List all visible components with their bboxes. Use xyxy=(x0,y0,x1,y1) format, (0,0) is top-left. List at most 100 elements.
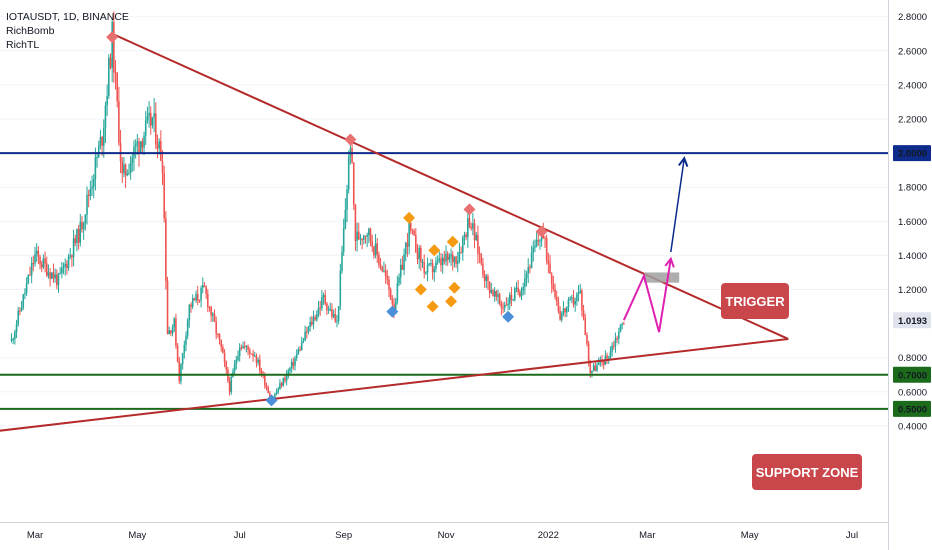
candle-body xyxy=(621,323,623,325)
candle-body xyxy=(545,238,548,261)
candle-body xyxy=(280,383,283,386)
candle-body xyxy=(247,345,249,350)
candle-body xyxy=(138,141,140,153)
candle-body xyxy=(619,324,622,333)
candle-body xyxy=(441,257,444,266)
candle-body xyxy=(228,380,231,392)
candle-body xyxy=(445,253,447,262)
candle-body xyxy=(483,274,486,281)
price-tick-label: 2.4000 xyxy=(898,80,927,91)
candle-body xyxy=(134,144,137,147)
candle-body xyxy=(77,229,80,243)
candle-body xyxy=(168,330,171,335)
candle-body xyxy=(398,277,400,283)
candle-body xyxy=(455,256,457,264)
candle-body xyxy=(456,260,459,264)
candle-body xyxy=(381,267,384,272)
candle-body xyxy=(498,294,501,305)
candle-body xyxy=(285,374,288,381)
candle-body xyxy=(62,266,65,268)
candle-body xyxy=(406,242,409,247)
candle-body xyxy=(52,272,55,279)
candle-body xyxy=(146,116,149,121)
candle-body xyxy=(317,307,320,314)
symbol-title: IOTAUSDT, 1D, BINANCE xyxy=(6,11,129,23)
candle-body xyxy=(451,254,454,263)
signal-marker xyxy=(386,305,399,318)
candle-body xyxy=(567,299,570,307)
candle-body xyxy=(171,327,174,334)
candle-body xyxy=(357,231,360,240)
candle-body xyxy=(264,374,266,386)
candle-body xyxy=(243,346,246,348)
signal-marker xyxy=(535,225,548,238)
candle-body xyxy=(446,253,449,260)
candle-body xyxy=(383,270,385,272)
signal-marker xyxy=(403,211,416,224)
candle-body xyxy=(465,234,467,238)
candle-body xyxy=(260,370,263,374)
candle-body xyxy=(86,194,88,215)
candle-body xyxy=(438,258,441,261)
candle-body xyxy=(584,318,587,335)
candle-body xyxy=(557,301,560,312)
candle-body xyxy=(606,355,608,359)
candle-body xyxy=(458,252,461,261)
candle-body xyxy=(396,282,399,302)
candle-body xyxy=(532,247,535,253)
candle-body xyxy=(259,359,261,371)
candle-body xyxy=(378,254,380,265)
level-price-tag-2-box xyxy=(893,400,931,417)
candle-body xyxy=(205,286,207,294)
candle-body xyxy=(300,341,303,351)
level-price-tag-0-box xyxy=(893,145,931,162)
candle-body xyxy=(201,285,204,288)
candle-body xyxy=(497,294,499,298)
candle-body xyxy=(44,258,46,264)
candle-body xyxy=(391,299,394,305)
candle-body xyxy=(482,263,484,275)
level-price-tag-1-label: 0.7000 xyxy=(898,370,927,381)
indicator-richtl[interactable]: RichTL xyxy=(6,39,40,51)
candle-body xyxy=(321,296,323,309)
candle-body xyxy=(196,293,199,301)
signal-marker xyxy=(463,203,476,216)
candle-body xyxy=(208,307,211,309)
candle-body xyxy=(99,137,102,146)
signal-marker xyxy=(414,283,427,296)
candle-body xyxy=(106,95,108,106)
candle-body xyxy=(14,332,16,339)
candle-body xyxy=(416,252,419,260)
candle-body xyxy=(136,141,139,145)
candle-body xyxy=(307,326,310,333)
candle-body xyxy=(566,306,568,313)
candle-body xyxy=(347,156,350,190)
level-price-tag-0-label: 2.0000 xyxy=(898,149,927,160)
candle-body xyxy=(218,333,221,340)
candle-body xyxy=(42,258,45,268)
candle-body xyxy=(200,287,202,301)
candle-body xyxy=(153,113,155,118)
candle-body xyxy=(114,72,117,74)
candle-body xyxy=(294,358,296,366)
candle-body xyxy=(404,242,407,255)
candle-body xyxy=(609,351,612,358)
candle-body xyxy=(82,223,85,230)
candle-body xyxy=(326,303,328,311)
candle-body xyxy=(450,254,452,257)
candle-body xyxy=(582,310,585,319)
indicator-richbomb[interactable]: RichBomb xyxy=(6,25,55,37)
projection-path xyxy=(622,258,672,333)
candle-body xyxy=(423,261,426,273)
candle-body xyxy=(139,141,142,153)
candle-body xyxy=(233,364,236,372)
candle-body xyxy=(316,313,318,320)
candle-body xyxy=(91,186,93,190)
candle-body xyxy=(336,320,338,322)
candle-body xyxy=(389,289,392,300)
candle-body xyxy=(198,300,201,302)
candle-body xyxy=(359,238,362,240)
candle-body xyxy=(191,298,194,307)
